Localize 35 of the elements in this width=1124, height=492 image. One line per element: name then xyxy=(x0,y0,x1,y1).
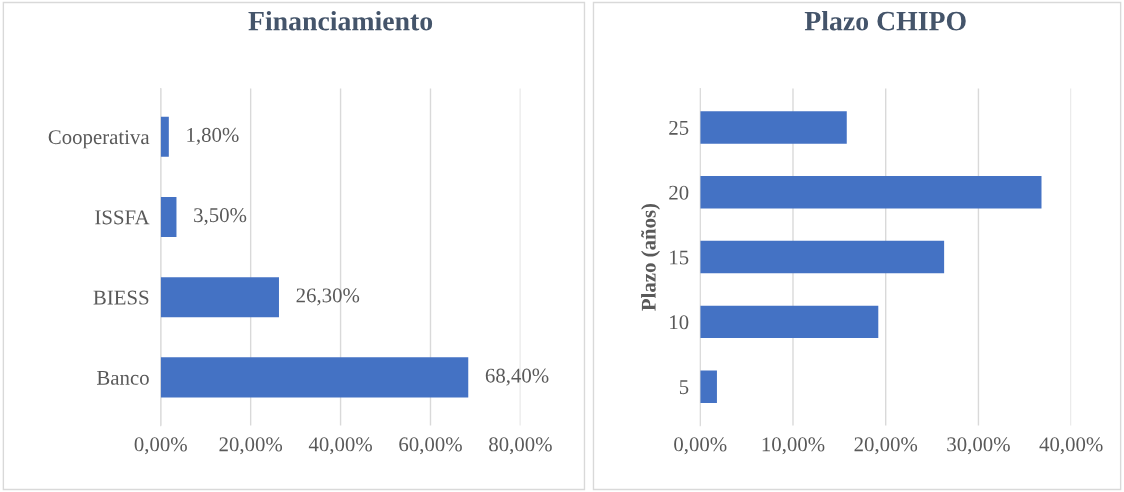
x-tick-label: 40,00% xyxy=(308,437,372,455)
y-tick-label: 15 xyxy=(670,250,689,265)
bar xyxy=(700,370,717,403)
y-tick-label: BIESS xyxy=(93,290,149,305)
x-tick-label: 30,00% xyxy=(947,437,1010,455)
x-tick-label: 10,00% xyxy=(762,437,825,455)
x-tick-label: 20,00% xyxy=(854,437,918,455)
bar xyxy=(160,196,177,238)
y-tick-label: Banco xyxy=(96,371,149,385)
bar xyxy=(160,277,279,318)
x-tick-label: 20,00% xyxy=(219,437,283,455)
data-label: 3,50% xyxy=(194,208,247,226)
bar xyxy=(700,240,945,274)
x-tick-label: 60,00% xyxy=(399,437,462,455)
bar xyxy=(700,176,1042,209)
x-tick-label: 0,00% xyxy=(674,437,727,455)
x-tick-label: 40,00% xyxy=(1039,437,1103,455)
y-tick-label: 20 xyxy=(669,185,689,200)
bar xyxy=(700,111,847,144)
data-label: 26,30% xyxy=(296,288,360,306)
y-tick-label: 5 xyxy=(679,380,689,395)
y-tick-label: 10 xyxy=(670,315,689,330)
chart-title: Plazo CHIPO xyxy=(804,10,966,31)
y-axis-title: Plazo (años) xyxy=(641,203,660,311)
chart-title: Financiamiento xyxy=(248,10,433,31)
data-label: 1,80% xyxy=(187,127,239,145)
bar xyxy=(700,305,879,339)
bar xyxy=(160,357,469,398)
x-tick-label: 80,00% xyxy=(489,437,552,455)
x-tick-label: 0,00% xyxy=(134,437,187,455)
bar xyxy=(160,116,169,157)
y-tick-label: Cooperativa xyxy=(48,130,150,149)
y-tick-label: ISSFA xyxy=(95,210,150,225)
y-tick-label: 25 xyxy=(669,120,689,135)
data-label: 68,40% xyxy=(485,368,549,386)
